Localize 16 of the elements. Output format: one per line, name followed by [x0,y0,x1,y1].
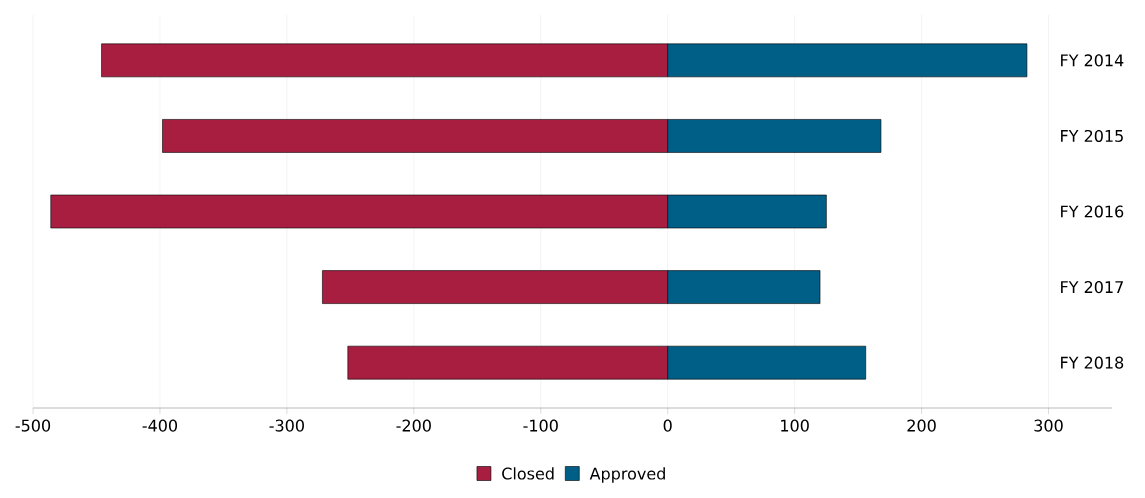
x-tick-label: -500 [15,419,51,432]
x-tick-label: 200 [907,419,936,432]
y-tick-label: FY 2014 [1061,54,1124,67]
x-tick-label: 300 [1034,419,1063,432]
y-tick-label: FY 2015 [1061,129,1123,142]
y-tick-label: FY 2016 [1061,205,1124,218]
x-tick-label: -400 [142,419,178,432]
x-tick-label: -100 [523,419,558,432]
x-tick-label: -200 [396,419,431,432]
y-tick-label: FY 2018 [1061,356,1124,369]
x-tick-label: 100 [781,419,809,432]
legend-label: Closed [502,467,554,480]
y-tick-label: FY 2017 [1061,281,1123,294]
x-tick-label: 0 [663,419,672,432]
legend-label: Approved [589,467,665,483]
x-tick-label: -300 [269,419,304,432]
